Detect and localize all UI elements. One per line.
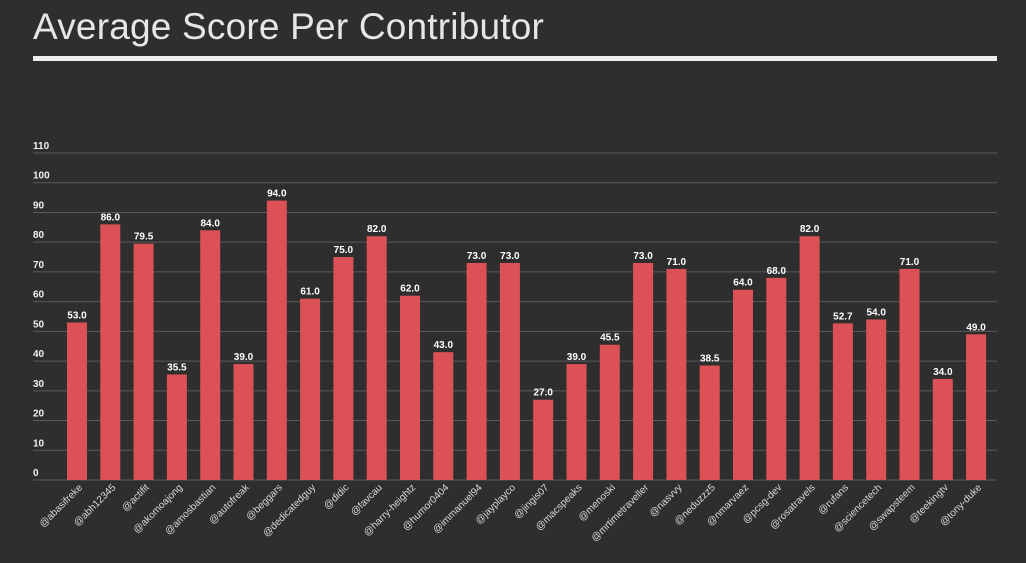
data-label: 53.0	[67, 310, 87, 321]
data-label: 61.0	[300, 287, 320, 298]
bar	[866, 319, 887, 480]
data-label: 73.0	[500, 251, 520, 262]
bar	[599, 344, 620, 480]
bar	[366, 236, 387, 480]
data-label: 79.5	[134, 232, 154, 243]
bar	[200, 230, 221, 480]
y-tick-label: 50	[33, 319, 45, 330]
y-tick-label: 110	[33, 141, 50, 152]
data-label: 62.0	[400, 284, 420, 295]
bar	[466, 262, 487, 480]
y-tick-label: 30	[33, 379, 45, 390]
bar	[67, 322, 87, 480]
y-tick-label: 20	[33, 409, 45, 420]
data-label: 73.0	[633, 251, 653, 262]
data-label: 39.0	[567, 352, 587, 363]
x-tick-label: @didic	[322, 482, 351, 511]
data-label: 71.0	[900, 257, 920, 268]
y-tick-label: 40	[33, 349, 45, 360]
bar	[932, 378, 953, 480]
data-label: 64.0	[733, 278, 753, 289]
bar	[166, 374, 187, 480]
bar	[133, 243, 154, 480]
data-label: 35.5	[167, 362, 187, 373]
bar	[633, 262, 654, 480]
data-label: 38.5	[700, 354, 720, 365]
y-tick-label: 100	[33, 171, 50, 182]
y-tick-label: 10	[33, 438, 45, 449]
data-label: 82.0	[800, 224, 820, 235]
bar	[300, 298, 321, 480]
y-tick-label: 0	[33, 468, 39, 479]
bar	[499, 262, 520, 480]
y-tick-label: 60	[33, 290, 45, 301]
data-label: 54.0	[866, 307, 886, 318]
y-tick-label: 70	[33, 260, 45, 271]
bar	[100, 224, 121, 480]
data-label: 86.0	[101, 212, 121, 223]
data-label: 84.0	[200, 218, 220, 229]
bar	[966, 334, 987, 480]
bar	[533, 399, 554, 480]
data-label: 49.0	[966, 322, 986, 333]
bar	[433, 352, 454, 480]
bar	[766, 277, 787, 480]
bar	[899, 268, 920, 480]
data-label: 82.0	[367, 224, 387, 235]
x-tick-label: @actifit	[120, 482, 152, 514]
y-tick-label: 90	[33, 200, 45, 211]
bar	[266, 200, 287, 480]
title-underline	[33, 56, 997, 61]
data-label: 68.0	[767, 266, 787, 277]
data-label: 52.7	[833, 311, 853, 322]
bar	[733, 289, 753, 480]
chart-title: Average Score Per Contributor	[33, 6, 545, 47]
data-label: 71.0	[667, 257, 687, 268]
data-label: 27.0	[533, 388, 553, 399]
data-label: 43.0	[434, 340, 454, 351]
data-label: 75.0	[334, 245, 354, 256]
bar-layer	[67, 200, 987, 480]
bar	[832, 323, 853, 480]
bar	[233, 364, 254, 480]
data-label: 45.5	[600, 333, 620, 344]
data-label: 39.0	[234, 352, 254, 363]
bar	[400, 295, 420, 480]
data-label: 73.0	[467, 251, 487, 262]
bar	[699, 365, 720, 480]
data-label: 94.0	[267, 189, 287, 200]
data-label: 34.0	[933, 367, 953, 378]
bar	[566, 364, 587, 480]
bar	[333, 257, 354, 480]
bar	[666, 268, 687, 480]
bar	[799, 236, 820, 480]
x-tick-label: @mrtimetraveller	[590, 482, 652, 544]
y-tick-label: 80	[33, 230, 45, 241]
